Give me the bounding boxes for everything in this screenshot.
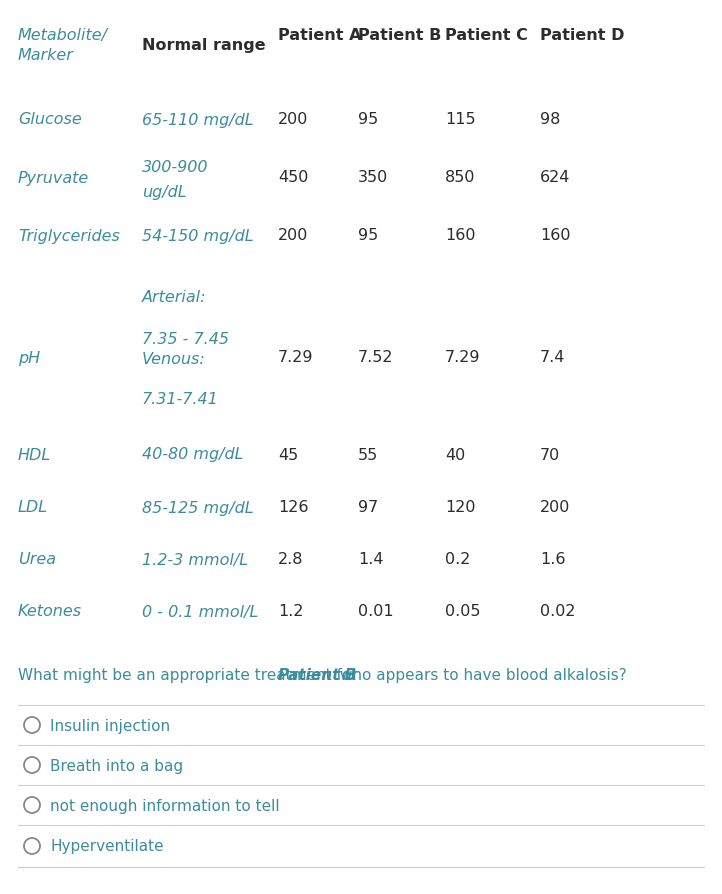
Text: ug/dL: ug/dL [142, 184, 186, 199]
Text: 55: 55 [358, 447, 378, 462]
Text: 1.4: 1.4 [358, 552, 383, 567]
Text: 95: 95 [358, 113, 378, 127]
Text: Glucose: Glucose [18, 113, 82, 127]
Text: Marker: Marker [18, 48, 74, 63]
Text: 2.8: 2.8 [278, 552, 303, 567]
Text: 0 - 0.1 mmol/L: 0 - 0.1 mmol/L [142, 603, 258, 619]
Text: Insulin injection: Insulin injection [50, 718, 170, 733]
Text: Metabolite/: Metabolite/ [18, 28, 108, 43]
Text: 450: 450 [278, 171, 308, 185]
Text: 40-80 mg/dL: 40-80 mg/dL [142, 447, 243, 462]
Text: 1.2: 1.2 [278, 603, 303, 619]
Text: 45: 45 [278, 447, 298, 462]
Text: 0.05: 0.05 [445, 603, 481, 619]
Text: 0.01: 0.01 [358, 603, 393, 619]
Text: 1.2-3 mmol/L: 1.2-3 mmol/L [142, 552, 248, 567]
Text: 0.2: 0.2 [445, 552, 470, 567]
Text: 120: 120 [445, 500, 476, 515]
Text: 7.4: 7.4 [540, 350, 565, 365]
Text: 97: 97 [358, 500, 378, 515]
Text: 85-125 mg/dL: 85-125 mg/dL [142, 500, 253, 515]
Text: 65-110 mg/dL: 65-110 mg/dL [142, 113, 253, 127]
Text: 7.35 - 7.45: 7.35 - 7.45 [142, 333, 229, 347]
Text: LDL: LDL [18, 500, 48, 515]
Text: Patient A: Patient A [278, 28, 362, 43]
Text: What might be an appropriate treatment for: What might be an appropriate treatment f… [18, 667, 362, 682]
Text: Patient B: Patient B [358, 28, 441, 43]
Text: 200: 200 [540, 500, 570, 515]
Text: Pyruvate: Pyruvate [18, 171, 90, 185]
Text: Arterial:: Arterial: [142, 291, 206, 305]
Text: 7.31-7.41: 7.31-7.41 [142, 392, 219, 407]
Text: Normal range: Normal range [142, 38, 266, 53]
Text: not enough information to tell: not enough information to tell [50, 797, 279, 813]
Text: 70: 70 [540, 447, 560, 462]
Text: 7.52: 7.52 [358, 350, 393, 365]
Text: 115: 115 [445, 113, 476, 127]
Text: 95: 95 [358, 228, 378, 243]
Text: 7.29: 7.29 [445, 350, 481, 365]
Text: Triglycerides: Triglycerides [18, 228, 120, 243]
Text: 54-150 mg/dL: 54-150 mg/dL [142, 228, 253, 243]
Text: 200: 200 [278, 228, 308, 243]
Text: 40: 40 [445, 447, 465, 462]
Text: Hyperventilate: Hyperventilate [50, 839, 164, 854]
Text: 0.02: 0.02 [540, 603, 575, 619]
Text: Patient B: Patient B [278, 667, 357, 682]
Text: 7.29: 7.29 [278, 350, 313, 365]
Text: HDL: HDL [18, 447, 51, 462]
Text: Venous:: Venous: [142, 352, 206, 367]
Text: Urea: Urea [18, 552, 56, 567]
Text: Breath into a bag: Breath into a bag [50, 757, 183, 772]
Text: who appears to have blood alkalosis?: who appears to have blood alkalosis? [335, 667, 627, 682]
Text: 126: 126 [278, 500, 308, 515]
Text: 160: 160 [540, 228, 570, 243]
Text: 350: 350 [358, 171, 388, 185]
Text: 160: 160 [445, 228, 476, 243]
Text: Patient C: Patient C [445, 28, 528, 43]
Text: 850: 850 [445, 171, 476, 185]
Text: Patient D: Patient D [540, 28, 625, 43]
Text: Ketones: Ketones [18, 603, 82, 619]
Text: 1.6: 1.6 [540, 552, 565, 567]
Text: 98: 98 [540, 113, 560, 127]
Text: 300-900: 300-900 [142, 160, 209, 175]
Text: 624: 624 [540, 171, 570, 185]
Text: 200: 200 [278, 113, 308, 127]
Text: pH: pH [18, 350, 40, 365]
